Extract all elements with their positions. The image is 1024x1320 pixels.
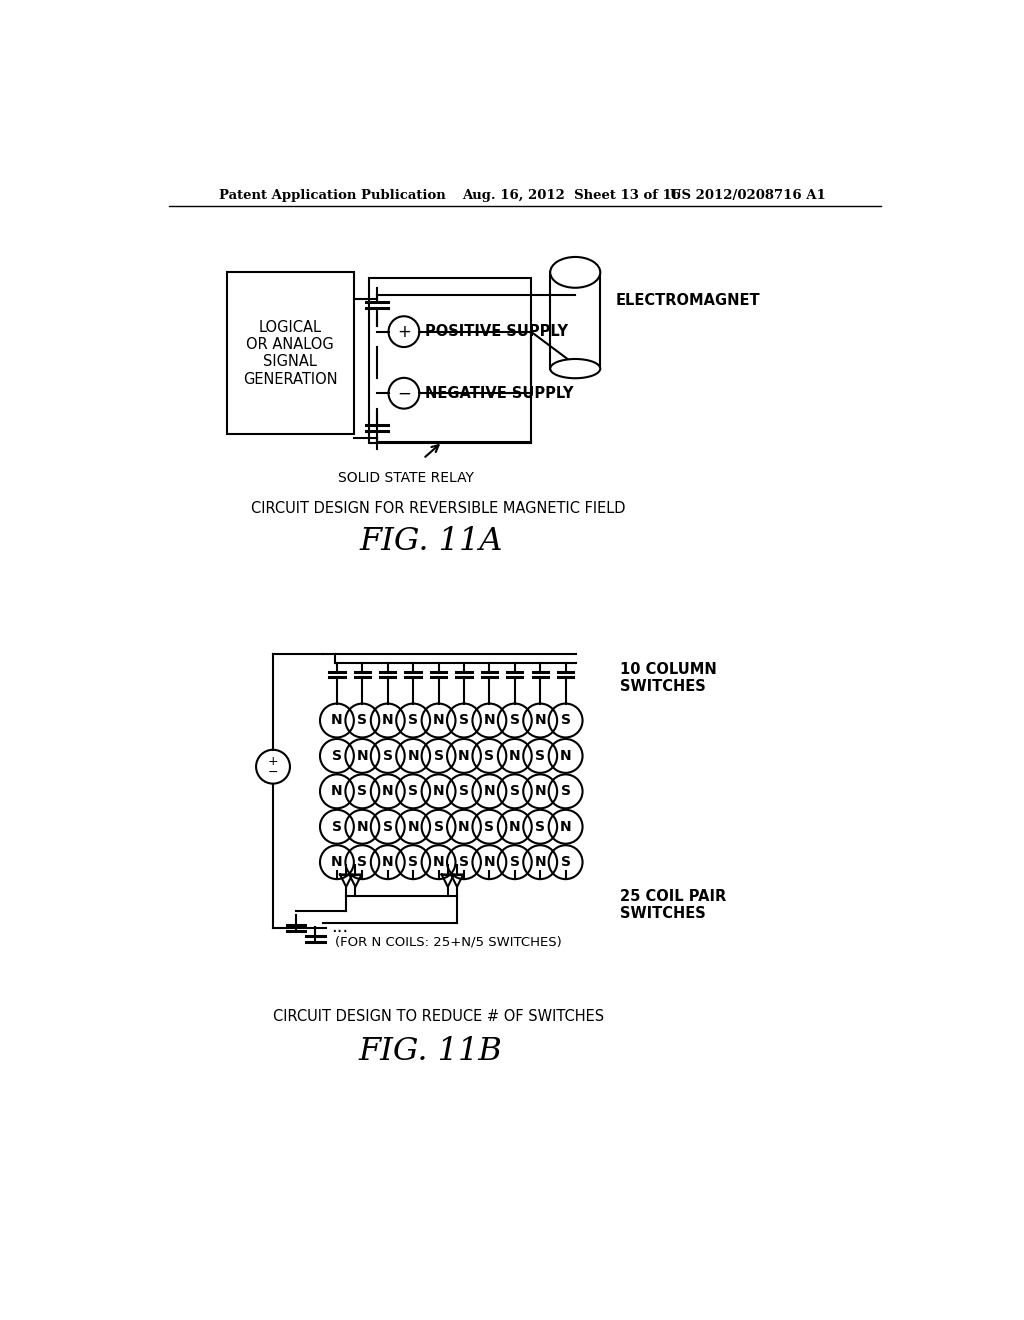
Text: N: N xyxy=(458,820,470,834)
Text: S: S xyxy=(510,855,520,869)
Text: SOLID STATE RELAY: SOLID STATE RELAY xyxy=(338,471,473,484)
Text: NEGATIVE SUPPLY: NEGATIVE SUPPLY xyxy=(425,385,574,401)
Text: +: + xyxy=(267,755,279,768)
Text: S: S xyxy=(357,784,368,799)
Text: S: S xyxy=(560,784,570,799)
Text: LOGICAL
OR ANALOG
SIGNAL
GENERATION: LOGICAL OR ANALOG SIGNAL GENERATION xyxy=(243,319,338,387)
Text: N: N xyxy=(356,748,369,763)
Text: S: S xyxy=(459,784,469,799)
Text: Aug. 16, 2012  Sheet 13 of 16: Aug. 16, 2012 Sheet 13 of 16 xyxy=(462,189,681,202)
Text: +: + xyxy=(397,322,411,341)
Text: (FOR N COILS: 25+N/5 SWITCHES): (FOR N COILS: 25+N/5 SWITCHES) xyxy=(335,936,561,949)
Text: US 2012/0208716 A1: US 2012/0208716 A1 xyxy=(670,189,825,202)
Text: N: N xyxy=(483,714,496,727)
Text: N: N xyxy=(382,714,393,727)
Text: S: S xyxy=(484,748,495,763)
Text: −: − xyxy=(267,766,279,779)
Text: N: N xyxy=(483,855,496,869)
Text: S: S xyxy=(536,748,545,763)
Bar xyxy=(226,272,354,434)
Ellipse shape xyxy=(550,257,600,288)
Text: N: N xyxy=(408,748,419,763)
Text: N: N xyxy=(458,748,470,763)
Text: S: S xyxy=(560,714,570,727)
Text: N: N xyxy=(408,820,419,834)
Bar xyxy=(370,277,531,444)
Text: S: S xyxy=(433,748,443,763)
Bar xyxy=(550,272,600,368)
Text: S: S xyxy=(459,855,469,869)
Text: ELECTROMAGNET: ELECTROMAGNET xyxy=(615,293,760,309)
Text: N: N xyxy=(483,784,496,799)
Text: N: N xyxy=(433,714,444,727)
Text: N: N xyxy=(331,855,343,869)
Text: FIG. 11A: FIG. 11A xyxy=(359,527,503,557)
Text: N: N xyxy=(382,784,393,799)
Text: S: S xyxy=(409,714,418,727)
Text: N: N xyxy=(535,714,546,727)
Text: N: N xyxy=(535,784,546,799)
Text: S: S xyxy=(510,784,520,799)
Text: CIRCUIT DESIGN TO REDUCE # OF SWITCHES: CIRCUIT DESIGN TO REDUCE # OF SWITCHES xyxy=(273,1010,604,1024)
Text: S: S xyxy=(409,784,418,799)
Text: N: N xyxy=(535,855,546,869)
Text: 25 COIL PAIR
SWITCHES: 25 COIL PAIR SWITCHES xyxy=(620,890,726,921)
Text: ...: ... xyxy=(331,917,348,936)
Text: S: S xyxy=(510,714,520,727)
Text: 10 COLUMN
SWITCHES: 10 COLUMN SWITCHES xyxy=(620,661,716,694)
Text: N: N xyxy=(560,748,571,763)
Text: S: S xyxy=(484,820,495,834)
Text: S: S xyxy=(332,820,342,834)
Text: S: S xyxy=(560,855,570,869)
Text: N: N xyxy=(331,784,343,799)
Text: S: S xyxy=(433,820,443,834)
Text: S: S xyxy=(357,855,368,869)
Text: N: N xyxy=(382,855,393,869)
Text: S: S xyxy=(357,714,368,727)
Text: N: N xyxy=(560,820,571,834)
Text: S: S xyxy=(536,820,545,834)
Ellipse shape xyxy=(550,359,600,379)
Text: N: N xyxy=(331,714,343,727)
Text: S: S xyxy=(383,820,393,834)
Text: S: S xyxy=(383,748,393,763)
Text: N: N xyxy=(509,820,520,834)
Text: FIG. 11B: FIG. 11B xyxy=(359,1036,503,1067)
Text: N: N xyxy=(433,784,444,799)
Text: N: N xyxy=(433,855,444,869)
Text: N: N xyxy=(356,820,369,834)
Text: −: − xyxy=(397,384,411,403)
Text: S: S xyxy=(332,748,342,763)
Text: CIRCUIT DESIGN FOR REVERSIBLE MAGNETIC FIELD: CIRCUIT DESIGN FOR REVERSIBLE MAGNETIC F… xyxy=(251,502,626,516)
Text: POSITIVE SUPPLY: POSITIVE SUPPLY xyxy=(425,325,568,339)
Text: Patent Application Publication: Patent Application Publication xyxy=(219,189,445,202)
Text: N: N xyxy=(509,748,520,763)
Text: S: S xyxy=(409,855,418,869)
Text: S: S xyxy=(459,714,469,727)
